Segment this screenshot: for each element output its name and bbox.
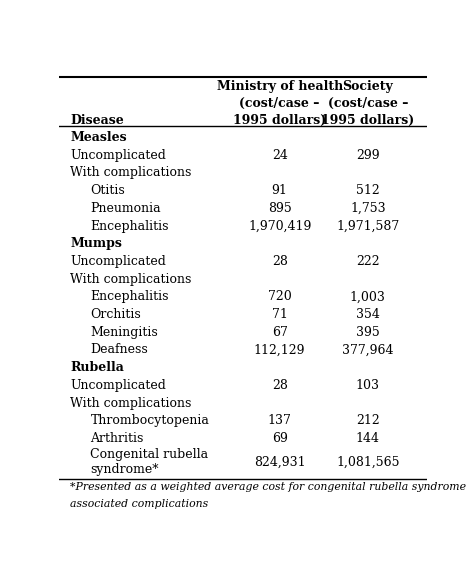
Text: Disease: Disease [70,114,124,127]
Text: Uncomplicated: Uncomplicated [70,149,166,162]
Text: Meningitis: Meningitis [91,326,158,339]
Text: Congenital rubella
syndrome*: Congenital rubella syndrome* [91,448,209,476]
Text: Arthritis: Arthritis [91,432,144,445]
Text: Rubella: Rubella [70,361,124,374]
Text: Ministry of health: Ministry of health [217,80,343,93]
Text: 137: 137 [268,414,292,427]
Text: 354: 354 [356,308,380,321]
Text: *Presented as a weighted average cost for congenital rubella syndrome: *Presented as a weighted average cost fo… [70,482,466,492]
Text: Otitis: Otitis [91,184,125,197]
Text: (cost/case –: (cost/case – [328,97,408,110]
Text: 222: 222 [356,255,380,268]
Text: Encephalitis: Encephalitis [91,219,169,233]
Text: 212: 212 [356,414,380,427]
Text: Pneumonia: Pneumonia [91,202,161,215]
Text: Mumps: Mumps [70,237,122,250]
Text: Measles: Measles [70,131,127,144]
Text: 91: 91 [272,184,288,197]
Text: With complications: With complications [70,273,191,286]
Text: Society: Society [342,80,393,93]
Text: 299: 299 [356,149,380,162]
Text: 1,971,587: 1,971,587 [336,219,400,233]
Text: 28: 28 [272,379,288,392]
Text: Uncomplicated: Uncomplicated [70,379,166,392]
Text: 1,753: 1,753 [350,202,386,215]
Text: Encephalitis: Encephalitis [91,290,169,303]
Text: 69: 69 [272,432,288,445]
Text: 67: 67 [272,326,288,339]
Text: Uncomplicated: Uncomplicated [70,255,166,268]
Text: 112,129: 112,129 [254,343,305,357]
Text: 1995 dollars): 1995 dollars) [321,114,414,127]
Text: 720: 720 [268,290,292,303]
Text: 1,003: 1,003 [350,290,386,303]
Text: 24: 24 [272,149,288,162]
Text: With complications: With complications [70,396,191,410]
Text: 1,081,565: 1,081,565 [336,455,400,469]
Text: 103: 103 [356,379,380,392]
Text: 895: 895 [268,202,292,215]
Text: Thrombocytopenia: Thrombocytopenia [91,414,210,427]
Text: With complications: With complications [70,166,191,179]
Text: 377,964: 377,964 [342,343,393,357]
Text: Deafness: Deafness [91,343,148,357]
Text: 1,970,419: 1,970,419 [248,219,311,233]
Text: (cost/case –: (cost/case – [239,97,320,110]
Text: 1995 dollars): 1995 dollars) [233,114,326,127]
Text: Orchitis: Orchitis [91,308,141,321]
Text: 71: 71 [272,308,288,321]
Text: 395: 395 [356,326,380,339]
Text: 28: 28 [272,255,288,268]
Text: 144: 144 [356,432,380,445]
Text: 824,931: 824,931 [254,455,305,469]
Text: associated complications: associated complications [70,499,209,509]
Text: 512: 512 [356,184,380,197]
